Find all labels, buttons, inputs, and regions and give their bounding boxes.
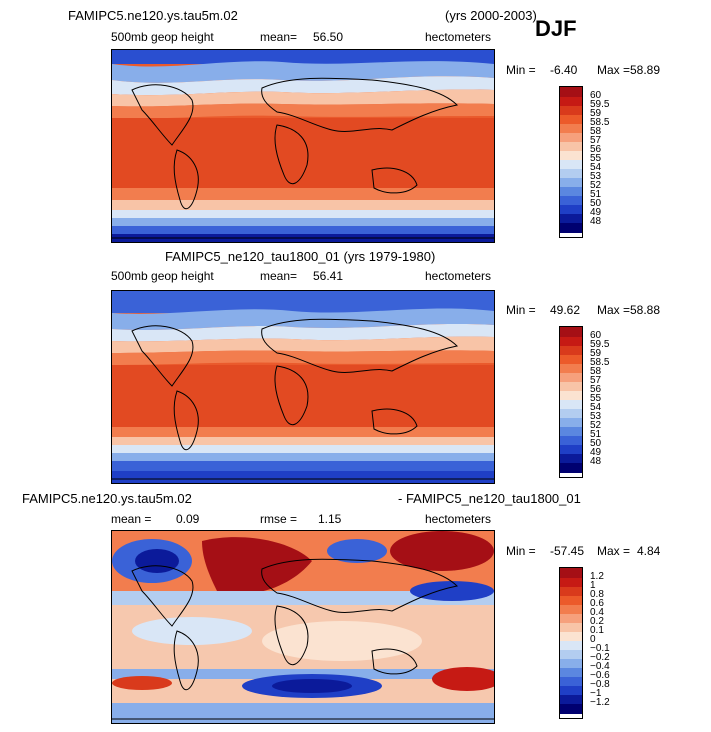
panel2-mean-label: mean= bbox=[260, 269, 298, 283]
panel1-colorbar-label: 48 bbox=[590, 216, 602, 227]
panel2-title: FAMIPC5_ne120_tau1800_01 (yrs 1979-1980) bbox=[165, 249, 436, 264]
panel1-title: FAMIPC5.ne120.ys.tau5m.02 bbox=[68, 8, 238, 23]
panel2-units: hectometers bbox=[425, 269, 492, 283]
panel3-colorbar-label: −0.4 bbox=[590, 661, 610, 672]
panel3-map bbox=[111, 530, 495, 724]
panel1-colorbar-label: 57 bbox=[590, 135, 602, 146]
panel1-colorbar-label: 52 bbox=[590, 180, 602, 191]
panel3-colorbar-label: 0.2 bbox=[590, 616, 604, 627]
panel2-colorbar-label: 56 bbox=[590, 384, 602, 395]
panel2-min-label: Min = bbox=[506, 303, 536, 317]
panel3-mean-label: mean = bbox=[111, 512, 152, 526]
panel2-colorbar-label: 50 bbox=[590, 438, 602, 449]
panel2-colorbar-label: 59.5 bbox=[590, 339, 610, 350]
panel1-colorbar-label: 56 bbox=[590, 144, 602, 155]
panel3-colorbar-label: −0.2 bbox=[590, 652, 610, 663]
panel2-mean-value: 56.41 bbox=[313, 269, 344, 283]
panel2-colorbar-label: 58 bbox=[590, 366, 602, 377]
panel2-colorbar bbox=[559, 326, 583, 478]
panel2-colorbar-label: 57 bbox=[590, 375, 602, 386]
panel2-colorbar-label: 49 bbox=[590, 447, 602, 458]
panel2-max-label: Max = bbox=[597, 303, 631, 317]
panel3-mean-value: 0.09 bbox=[176, 512, 200, 526]
panel1-colorbar-label: 58 bbox=[590, 126, 602, 137]
panel1-colorbar-label: 50 bbox=[590, 198, 602, 209]
panel3-colorbar bbox=[559, 567, 583, 719]
panel1-colorbar-label: 59.5 bbox=[590, 99, 610, 110]
panel2-colorbar-label: 51 bbox=[590, 429, 602, 440]
panel3-title-right: - FAMIPC5_ne120_tau1800_01 bbox=[398, 491, 581, 506]
panel3-rmse-value: 1.15 bbox=[318, 512, 342, 526]
panel3-rmse-label: rmse = bbox=[260, 512, 298, 526]
panel2-max-value: 58.88 bbox=[630, 303, 661, 317]
panel3-colorbar-label: 1.2 bbox=[590, 571, 604, 582]
panel1-colorbar-label: 60 bbox=[590, 90, 602, 101]
panel2-variable: 500mb geop height bbox=[111, 269, 214, 283]
panel1-map bbox=[111, 49, 495, 243]
panel3-colorbar-label: 1 bbox=[590, 580, 596, 591]
panel1-colorbar-label: 51 bbox=[590, 189, 602, 200]
panel2-colorbar-label: 54 bbox=[590, 402, 602, 413]
panel1-mean-value: 56.50 bbox=[313, 30, 344, 44]
panel1-variable: 500mb geop height bbox=[111, 30, 214, 44]
panel1-colorbar-label: 49 bbox=[590, 207, 602, 218]
panel1-colorbar-label: 53 bbox=[590, 171, 602, 182]
panel3-colorbar-label: −1.2 bbox=[590, 697, 610, 708]
panel2-colorbar-label: 60 bbox=[590, 330, 602, 341]
panel1-colorbar-label: 55 bbox=[590, 153, 602, 164]
panel2-colorbar-label: 58.5 bbox=[590, 357, 610, 368]
panel1-colorbar bbox=[559, 86, 583, 238]
panel1-units: hectometers bbox=[425, 30, 492, 44]
panel2-colorbar-label: 48 bbox=[590, 456, 602, 467]
panel2-colorbar-label: 52 bbox=[590, 420, 602, 431]
panel3-units: hectometers bbox=[425, 512, 492, 526]
panel2-map bbox=[111, 290, 495, 484]
panel3-max-label: Max = bbox=[597, 544, 631, 558]
panel2-colorbar-label: 59 bbox=[590, 348, 602, 359]
panel3-colorbar-label: 0.6 bbox=[590, 598, 604, 609]
panel3-min-value: -57.45 bbox=[550, 544, 585, 558]
panel1-max-label: Max = bbox=[597, 63, 631, 77]
panel3-min-label: Min = bbox=[506, 544, 536, 558]
season-label: DJF bbox=[535, 16, 577, 41]
panel3-colorbar-label: −0.8 bbox=[590, 679, 610, 690]
panel2-colorbar-label: 53 bbox=[590, 411, 602, 422]
panel3-colorbar-label: −0.1 bbox=[590, 643, 610, 654]
panel1-colorbar-label: 54 bbox=[590, 162, 602, 173]
panel3-colorbar-label: 0.4 bbox=[590, 607, 604, 618]
panel1-min-value: -6.40 bbox=[550, 63, 578, 77]
panel3-colorbar-label: 0.8 bbox=[590, 589, 604, 600]
panel1-colorbar-label: 58.5 bbox=[590, 117, 610, 128]
panel3-colorbar-label: 0 bbox=[590, 634, 596, 645]
panel2-colorbar-label: 55 bbox=[590, 393, 602, 404]
panel3-colorbar-label: −0.6 bbox=[590, 670, 610, 681]
panel3-title-left: FAMIPC5.ne120.ys.tau5m.02 bbox=[22, 491, 192, 506]
panel3-max-value: 4.84 bbox=[637, 544, 661, 558]
panel1-min-label: Min = bbox=[506, 63, 536, 77]
panel1-colorbar-label: 59 bbox=[590, 108, 602, 119]
panel3-colorbar-label: 0.1 bbox=[590, 625, 604, 636]
panel3-colorbar-label: −1 bbox=[590, 688, 602, 699]
panel1-mean-label: mean= bbox=[260, 30, 298, 44]
panel1-years: (yrs 2000-2003) bbox=[445, 8, 537, 23]
panel2-min-value: 49.62 bbox=[550, 303, 581, 317]
panel1-max-value: 58.89 bbox=[630, 63, 661, 77]
